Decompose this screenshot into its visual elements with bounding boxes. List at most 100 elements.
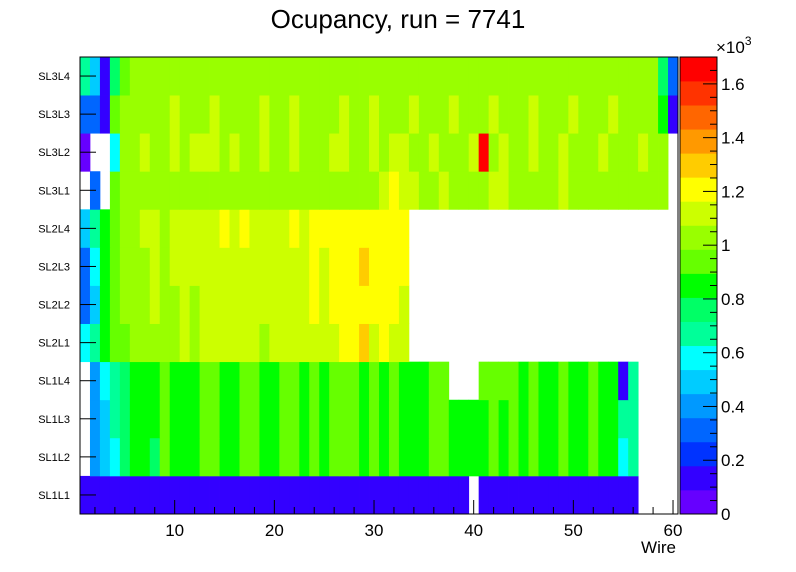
heatmap-cell	[189, 399, 200, 439]
heatmap-cell	[329, 323, 340, 363]
heatmap-cell	[299, 361, 310, 401]
heatmap-cell	[319, 133, 330, 172]
heatmap-cell	[448, 133, 460, 172]
heatmap-cell	[169, 437, 181, 477]
heatmap-cell	[478, 475, 490, 515]
heatmap-cell	[518, 171, 529, 210]
heatmap-cell	[329, 209, 340, 248]
heatmap-cell	[329, 437, 340, 477]
heatmap-cell	[319, 399, 330, 439]
heatmap-cell	[478, 57, 490, 96]
heatmap-cell	[408, 57, 420, 96]
heatmap-cell	[428, 57, 440, 96]
heatmap-cell	[219, 133, 230, 172]
heatmap-cell	[329, 285, 340, 324]
heatmap-cell	[628, 437, 639, 477]
heatmap-cell	[319, 285, 330, 324]
heatmap-cell	[259, 361, 270, 401]
color-scale-swatch	[680, 129, 717, 154]
heatmap-cell	[578, 57, 589, 96]
heatmap-cell	[598, 57, 609, 96]
heatmap-cell	[548, 399, 559, 439]
heatmap-cell	[319, 209, 330, 248]
heatmap-cell	[339, 133, 350, 172]
heatmap-cell	[169, 285, 181, 324]
heatmap-cell	[428, 361, 440, 401]
y-axis: SL1L1 SL1L2 SL1L3 SL1L4 SL2L1 SL2L2 SL2L3 SL2L4…	[38, 71, 96, 502]
heatmap-cell	[159, 323, 171, 363]
heatmap-cell	[548, 171, 559, 210]
heatmap-cell	[588, 133, 599, 172]
heatmap-cell	[319, 475, 330, 515]
heatmap-cell	[299, 171, 310, 210]
heatmap-cell	[99, 285, 111, 324]
heatmap-cell	[518, 133, 529, 172]
heatmap-cell	[259, 437, 270, 477]
heatmap-cell	[159, 209, 171, 248]
heatmap-cell	[528, 133, 539, 172]
heatmap-cell	[359, 247, 370, 286]
heatmap-cell	[638, 95, 649, 134]
heatmap-cell	[568, 133, 579, 172]
heatmap-cell	[518, 475, 529, 515]
heatmap-cell	[149, 209, 161, 248]
heatmap-cell	[418, 133, 430, 172]
color-scale-swatch	[680, 489, 717, 515]
heatmap-cell	[219, 437, 230, 477]
heatmap-cell	[618, 361, 629, 401]
heatmap-cell	[179, 209, 191, 248]
heatmap-cell	[608, 361, 619, 401]
y-tick-label: SL1L2	[38, 452, 70, 464]
z-tick-label: 1	[721, 236, 730, 255]
heatmap-cell	[418, 475, 430, 515]
heatmap-cell	[648, 171, 659, 210]
heatmap-cell	[179, 437, 191, 477]
heatmap-cell	[478, 133, 490, 172]
heatmap-cell	[458, 95, 470, 134]
z-exponent-label: ×103	[716, 34, 752, 57]
heatmap-cell	[119, 171, 131, 210]
x-tick-label: 60	[664, 521, 683, 540]
heatmap-cell	[568, 57, 579, 96]
heatmap-cell	[339, 475, 350, 515]
heatmap-cell	[548, 57, 559, 96]
heatmap-cell	[219, 285, 230, 324]
heatmap-cell	[658, 171, 669, 210]
heatmap-cell	[438, 437, 450, 477]
heatmap-cell	[129, 285, 141, 324]
heatmap-cell	[528, 171, 539, 210]
heatmap-cell	[279, 133, 290, 172]
heatmap-cell	[339, 171, 350, 210]
heatmap-cell	[369, 361, 380, 401]
heatmap-cell	[468, 95, 480, 134]
heatmap-cell	[249, 323, 260, 363]
heatmap-cell	[189, 209, 200, 248]
heatmap-cell	[299, 399, 310, 439]
heatmap-cell	[319, 57, 330, 96]
heatmap-cell	[319, 437, 330, 477]
heatmap-cell	[508, 361, 519, 401]
heatmap-cell	[508, 133, 519, 172]
heatmap-cell	[388, 171, 400, 210]
heatmap-cell	[658, 133, 669, 172]
heatmap-cell	[129, 209, 141, 248]
heatmap-cell	[369, 95, 380, 134]
heatmap-cell	[359, 57, 370, 96]
heatmap-cell	[608, 399, 619, 439]
heatmap-cell	[239, 437, 250, 477]
heatmap-cell	[179, 361, 191, 401]
color-scale-swatch	[680, 105, 717, 130]
heatmap-cell	[508, 475, 519, 515]
heatmap-cell	[309, 361, 320, 401]
heatmap-cell	[99, 247, 111, 286]
heatmap-cell	[558, 361, 569, 401]
heatmap-cell	[319, 171, 330, 210]
heatmap-cell	[309, 57, 320, 96]
heatmap-cell	[388, 323, 400, 363]
heatmap-cell	[159, 95, 171, 134]
heatmap-cell	[398, 475, 410, 515]
heatmap-cell	[169, 399, 181, 439]
heatmap-cell	[498, 361, 509, 401]
heatmap-cell	[149, 133, 161, 172]
y-tick-label: SL1L3	[38, 414, 70, 426]
